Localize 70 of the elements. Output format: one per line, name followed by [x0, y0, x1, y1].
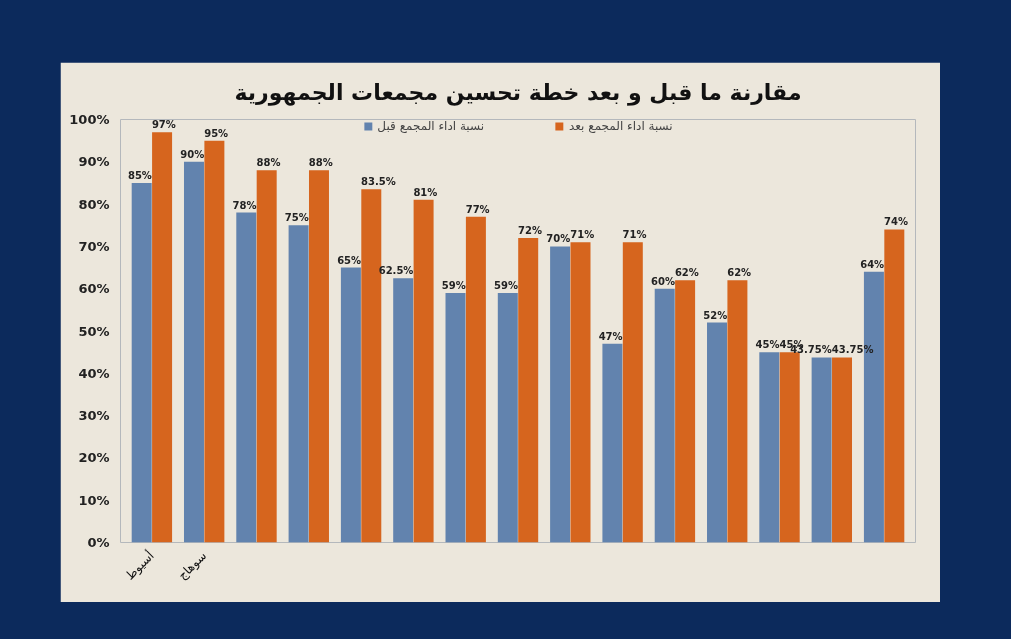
legend-label: نسبة اداء المجمع قبل	[377, 119, 485, 133]
data-label: 62%	[727, 267, 752, 279]
data-label: 45%	[755, 339, 780, 351]
bar	[707, 322, 728, 543]
bar	[884, 229, 905, 543]
x-tick-label: أسيوط	[121, 547, 158, 584]
y-tick-label: 10%	[78, 492, 110, 508]
bar	[759, 352, 780, 543]
data-label: 97%	[151, 119, 176, 131]
y-tick-label: 0%	[87, 535, 110, 550]
data-label: 78%	[232, 199, 257, 211]
data-label: 60%	[650, 275, 675, 287]
bar	[570, 242, 591, 543]
bar	[779, 352, 800, 543]
bar	[675, 280, 696, 543]
y-tick-label: 30%	[78, 408, 110, 424]
data-label: 59%	[494, 279, 518, 291]
chart-title: مقارنة ما قبل و بعد خطة تحسين مجمعات الجمهورية	[234, 79, 802, 106]
y-tick-label: 100%	[69, 112, 110, 127]
bar	[308, 170, 329, 543]
bar	[602, 343, 623, 543]
data-label: 81%	[413, 186, 438, 198]
bar	[445, 292, 466, 543]
bar	[832, 357, 853, 543]
data-label: 47%	[598, 330, 623, 342]
bar	[183, 161, 204, 543]
y-tick-label: 80%	[78, 196, 110, 212]
y-tick-label: 90%	[78, 154, 110, 170]
bar	[727, 280, 748, 543]
data-label: 88%	[256, 157, 281, 169]
y-tick-label: 60%	[78, 281, 110, 297]
bar	[811, 357, 832, 543]
data-label: 85%	[127, 169, 152, 181]
data-label: 74%	[884, 216, 909, 228]
data-label: 59%	[441, 279, 466, 291]
y-tick-label: 70%	[78, 238, 110, 254]
data-label: 72%	[518, 224, 542, 236]
bar	[152, 132, 173, 543]
bar	[518, 237, 539, 543]
data-label: 52%	[703, 309, 728, 321]
data-label: 64%	[860, 258, 885, 270]
bar	[654, 288, 675, 543]
x-tick-label: سوهاج	[175, 548, 210, 584]
y-tick-label: 40%	[78, 365, 110, 381]
bar	[340, 267, 361, 543]
bar	[204, 140, 225, 543]
data-label: 88%	[308, 157, 333, 169]
y-tick-label: 50%	[78, 323, 110, 339]
bar	[288, 225, 309, 543]
bar	[131, 182, 152, 543]
data-label: 75%	[284, 212, 309, 224]
data-label: 95%	[204, 127, 229, 139]
legend-label: نسبة اداء المجمع بعد	[569, 119, 673, 133]
data-label: 90%	[180, 148, 205, 160]
bar	[256, 170, 277, 543]
bar	[413, 199, 434, 543]
data-label: 70%	[546, 233, 571, 245]
bar	[236, 212, 257, 543]
bar	[497, 292, 518, 543]
y-tick-label: 20%	[78, 450, 110, 466]
data-label: 62%	[674, 267, 699, 279]
data-label: 71%	[570, 229, 595, 241]
data-label: 77%	[465, 203, 490, 215]
bar	[622, 242, 643, 543]
data-label: 65%	[337, 254, 362, 266]
bar	[465, 216, 486, 543]
bar	[393, 278, 414, 543]
data-label: 71%	[622, 229, 647, 241]
bar	[550, 246, 571, 543]
data-label: 83.5%	[361, 176, 396, 188]
